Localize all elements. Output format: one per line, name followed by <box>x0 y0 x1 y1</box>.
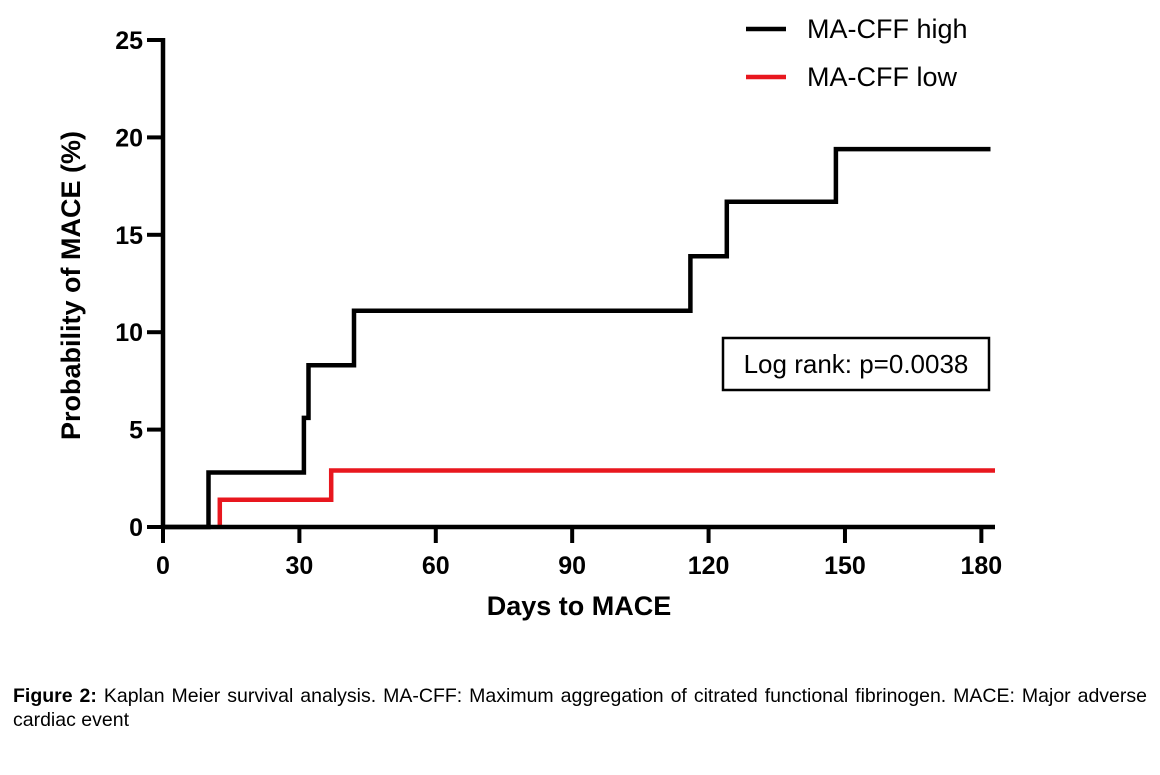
caption-text: Kaplan Meier survival analysis. MA-CFF: … <box>13 685 1147 731</box>
y-tick-label: 15 <box>115 222 143 250</box>
legend-label-ma-cff-low: MA-CFF low <box>807 62 957 92</box>
figure-caption: Figure 2: Kaplan Meier survival analysis… <box>13 684 1147 732</box>
x-tick-label: 30 <box>285 552 313 580</box>
x-tick-label: 120 <box>688 552 730 580</box>
x-tick-label: 60 <box>422 552 450 580</box>
series-layer <box>163 146 995 530</box>
series-line-ma-cff-high <box>163 146 991 530</box>
log-rank-box <box>721 336 991 392</box>
annotation-layer: Log rank: p=0.0038 <box>721 336 991 392</box>
y-tick-label: 0 <box>129 514 143 542</box>
kaplan-meier-chart: 0 5 10 15 20 25 0 30 60 90 120 150 180 Days to MACE Pr… <box>56 14 1002 621</box>
y-axis-title: Probability of MACE (%) <box>56 131 86 440</box>
x-tick-label: 90 <box>558 552 586 580</box>
log-rank-label: Log rank: p=0.0038 <box>744 349 969 379</box>
y-tick-label: 5 <box>129 417 143 445</box>
x-axis-title: Days to MACE <box>487 591 672 621</box>
x-tick-label: 180 <box>961 552 1003 580</box>
y-tick-label: 20 <box>115 124 143 152</box>
series-line-ma-cff-low <box>217 468 995 527</box>
x-tick-label: 0 <box>156 552 170 580</box>
y-tick-label: 25 <box>115 27 143 55</box>
legend-label-ma-cff-high: MA-CFF high <box>807 14 968 44</box>
caption-label: Figure 2: <box>13 685 97 707</box>
axes-layer: 0 5 10 15 20 25 0 30 60 90 120 150 180 Days to MACE Pr… <box>56 27 1002 621</box>
y-tick-label: 10 <box>115 319 143 347</box>
x-tick-label: 150 <box>824 552 866 580</box>
legend: MA-CFF high MA-CFF low <box>746 14 968 92</box>
